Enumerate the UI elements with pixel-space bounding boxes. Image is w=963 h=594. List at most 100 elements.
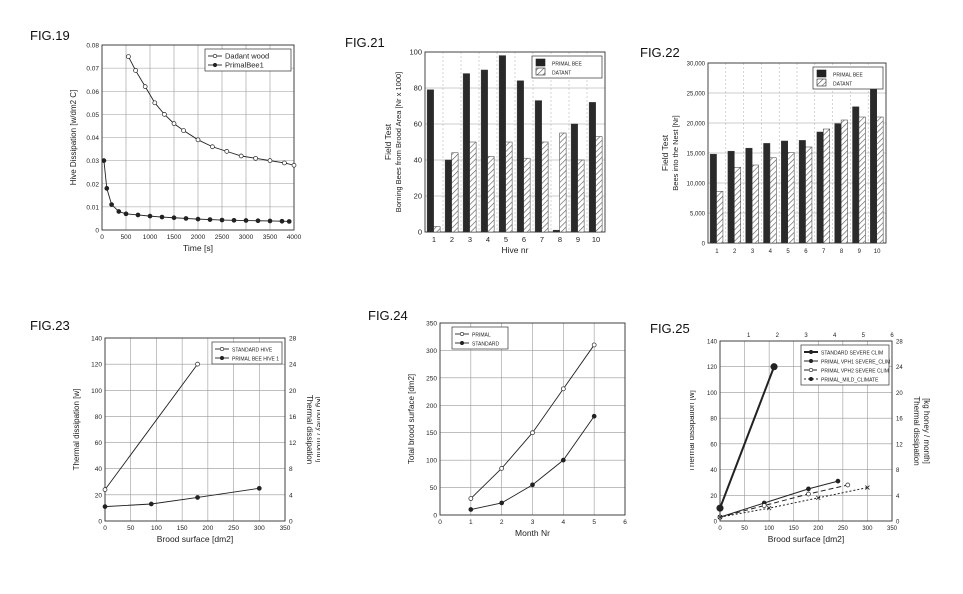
x-tick-label: 4 [562, 519, 566, 526]
bar [559, 132, 567, 233]
x-tick-label: 3500 [263, 234, 278, 241]
data-point [219, 217, 225, 223]
x-tick-label: 150 [177, 525, 188, 532]
data-point [279, 218, 285, 224]
y2-tick-label: 0 [289, 519, 293, 526]
series-line [719, 366, 775, 509]
data-point [835, 478, 841, 484]
data-point [142, 84, 148, 89]
data-point [116, 209, 122, 214]
legend-marker [220, 355, 225, 360]
y2-tick-label: 16 [896, 417, 903, 423]
y2-tick-label: 8 [289, 466, 293, 473]
data-point [267, 218, 273, 224]
data-point [816, 495, 821, 501]
x-tick-label: 4000 [287, 234, 302, 241]
x-tick-label: 2 [500, 519, 504, 526]
y-tick-label: 40 [710, 468, 717, 474]
bar [498, 55, 506, 233]
data-point [468, 496, 474, 501]
y2-tick-label: 4 [896, 494, 900, 500]
y-tick-label: 80 [95, 414, 103, 421]
legend-label: PRIMAL VPH2 SEVERE CLIM [821, 369, 889, 375]
data-point [499, 466, 505, 471]
legend-marker [809, 358, 814, 363]
plot-frame [707, 62, 887, 244]
data-point [806, 491, 811, 497]
y2-tick-label: 0 [896, 520, 900, 526]
x-tick-label: 10 [592, 235, 600, 244]
data-point [770, 363, 778, 371]
x-tick-label: 4 [769, 249, 773, 255]
y-tick-label: 15,000 [687, 152, 706, 158]
fig24-chart: 0 1 2 3 4 5 6 0 50 100 150 200 250 300 350 Month Nr Tota… [407, 321, 627, 539]
data-point [282, 160, 287, 166]
data-point [806, 486, 811, 492]
x-axis-label: Time [s] [183, 243, 213, 253]
y-tick-label: 120 [91, 362, 102, 369]
x-tick-label: 300 [862, 526, 873, 532]
y-tick-label: 5,000 [690, 212, 706, 218]
data-point [591, 413, 597, 419]
x-tick-label: 6 [522, 235, 526, 244]
y-tick-label: 0.03 [86, 158, 99, 165]
data-point [845, 482, 851, 488]
x2-tick-label: 5 [862, 333, 866, 339]
y-tick-label: 0.05 [86, 112, 99, 119]
bar [552, 229, 560, 233]
legend-swatch [535, 67, 546, 76]
y-tick-label: 0 [418, 228, 422, 237]
x-tick-label: 1 [469, 519, 473, 526]
x-tick-label: 0 [718, 526, 722, 532]
y-tick-label: 20 [95, 492, 103, 499]
bar [534, 100, 542, 233]
y-tick-label: 100 [426, 458, 437, 465]
y-tick-label: 60 [710, 442, 717, 448]
data-point [109, 202, 114, 207]
x-axis-label: Hive nr [502, 245, 529, 255]
y-tick-label: 250 [426, 375, 437, 382]
x-tick-label: 4 [486, 235, 490, 244]
data-point [255, 218, 261, 224]
bar [823, 128, 831, 244]
data-point [181, 128, 186, 133]
legend-label: STANDARD HIVE [232, 348, 273, 354]
y-tick-label: 50 [430, 485, 438, 492]
bar [734, 167, 742, 244]
series-line [719, 487, 868, 518]
x-tick-label: 3 [751, 249, 755, 255]
data-point [147, 213, 153, 219]
y-tick-label: 0 [714, 520, 718, 526]
legend-marker [459, 331, 464, 336]
bar [727, 150, 735, 244]
data-point [253, 155, 258, 161]
x-tick-label: 8 [558, 235, 562, 244]
x-tick-label: 2 [733, 249, 737, 255]
y-tick-label: 150 [426, 430, 437, 437]
legend-label: PRIMAL [472, 333, 491, 339]
x2-tick-label: 4 [833, 333, 837, 339]
legend-box [812, 66, 884, 90]
y2-axis-label: Thermal dissipation [912, 396, 921, 465]
data-point [171, 215, 177, 221]
x-tick-label: 1500 [167, 234, 182, 241]
y2-tick-label: 24 [289, 362, 297, 369]
data-point [123, 211, 129, 217]
bar [834, 123, 842, 244]
y2-tick-label: 4 [289, 492, 293, 499]
y-tick-label: 0 [95, 228, 99, 235]
y-axis-label: Borning Bees from Brood Area [Nr x 1000] [394, 72, 403, 213]
y-tick-label: 60 [95, 440, 103, 447]
series-line [128, 56, 295, 166]
x-tick-label: 6 [623, 519, 627, 526]
legend-marker [459, 340, 464, 345]
bar [840, 119, 848, 244]
legend-marker [220, 346, 225, 351]
x-tick-label: 100 [151, 525, 162, 532]
y2-axis-label: Thermal dissipation [305, 395, 314, 464]
bar [469, 141, 477, 233]
x-tick-label: 150 [789, 526, 800, 532]
data-point [102, 504, 108, 509]
y-tick-label: 60 [414, 120, 422, 129]
y-axis-label: Total brood surface [dm2] [407, 374, 416, 464]
